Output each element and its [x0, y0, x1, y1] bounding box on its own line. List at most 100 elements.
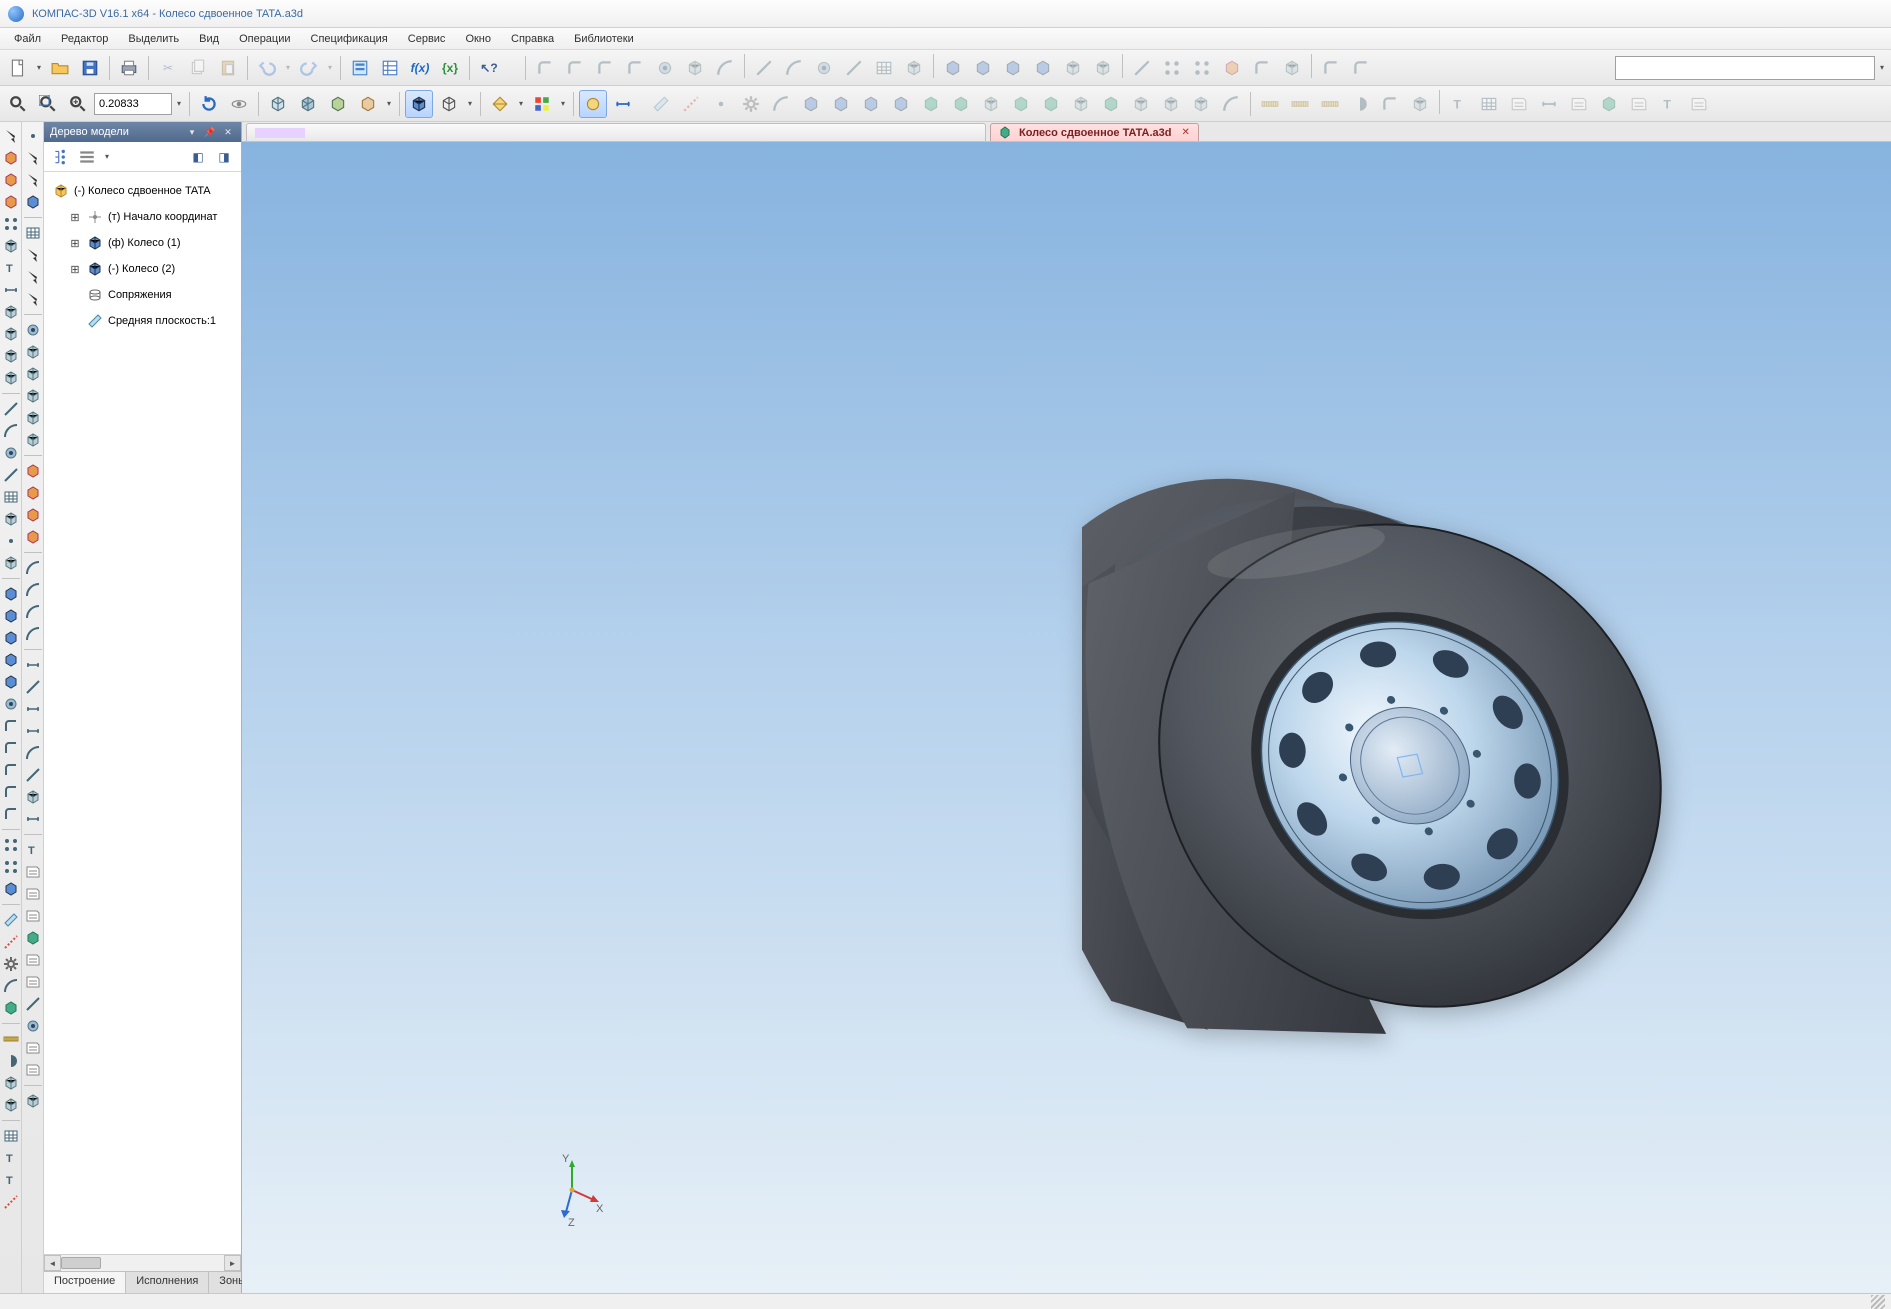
tree-item[interactable]: ⊞(-) Колесо (2) [44, 256, 241, 282]
point-button[interactable] [707, 90, 735, 118]
filter-edge-button[interactable] [23, 148, 43, 168]
print-button[interactable] [115, 54, 143, 82]
hole-wizard-button[interactable] [23, 320, 43, 340]
bom-button[interactable] [23, 1060, 43, 1080]
sketch-button[interactable] [1, 236, 21, 256]
surface-extrude-button[interactable] [797, 90, 825, 118]
chamfer-button[interactable] [1, 738, 21, 758]
rotate-button[interactable] [195, 90, 223, 118]
angular-dim-button[interactable] [23, 699, 43, 719]
shell2-button[interactable] [1248, 54, 1276, 82]
shaded-edges-button[interactable] [405, 90, 433, 118]
scroll-thumb[interactable] [61, 1257, 101, 1269]
draft-button[interactable] [591, 54, 619, 82]
deform-button[interactable] [23, 505, 43, 525]
surface-button[interactable] [1, 998, 21, 1018]
panel-tab-exec[interactable]: Исполнения [126, 1272, 209, 1293]
sweep-button[interactable] [999, 54, 1027, 82]
axis3d-button[interactable] [1, 932, 21, 952]
tree-mode-dropdown[interactable]: ▾ [102, 152, 112, 161]
shell-button[interactable] [561, 54, 589, 82]
lip-groove-button[interactable] [23, 364, 43, 384]
snap-hook-button[interactable] [23, 408, 43, 428]
draft-button[interactable] [1, 804, 21, 824]
fillet-button[interactable] [1317, 54, 1345, 82]
save-button[interactable] [76, 54, 104, 82]
model-tree[interactable]: (-) Колесо сдвоенное TATA ⊞(т) Начало ко… [44, 172, 241, 1254]
zoom-fit-button[interactable] [34, 90, 62, 118]
offset-button[interactable] [1037, 90, 1065, 118]
properties-button[interactable] [346, 54, 374, 82]
zoom-value-input[interactable] [94, 93, 172, 115]
section-button[interactable] [1, 1051, 21, 1071]
thicken-surf-button[interactable] [1067, 90, 1095, 118]
extrude-button[interactable] [939, 54, 967, 82]
rib-button[interactable] [621, 54, 649, 82]
pattern-linear-button[interactable] [1128, 54, 1156, 82]
spec-button[interactable] [376, 54, 404, 82]
sweep-button[interactable] [1, 650, 21, 670]
plane-button[interactable] [1, 910, 21, 930]
smart-dim-button[interactable] [23, 655, 43, 675]
hide-button[interactable] [1, 324, 21, 344]
open-button[interactable] [46, 54, 74, 82]
circle-button[interactable] [1, 443, 21, 463]
surface-sweep-button[interactable] [857, 90, 885, 118]
zoom-window-button[interactable] [4, 90, 32, 118]
datum2-button[interactable] [23, 884, 43, 904]
move-face-button[interactable] [711, 54, 739, 82]
undo-button[interactable] [253, 54, 281, 82]
menu-view[interactable]: Вид [189, 31, 229, 47]
menu-edit[interactable]: Редактор [51, 31, 118, 47]
datum-button[interactable] [1565, 90, 1593, 118]
tree-twist-icon[interactable]: ⊞ [68, 211, 82, 224]
ordinate-button[interactable] [23, 809, 43, 829]
menu-spec[interactable]: Спецификация [301, 31, 398, 47]
curvature-button[interactable] [1406, 90, 1434, 118]
tree-twist-icon[interactable]: ⊞ [68, 263, 82, 276]
menu-select[interactable]: Выделить [118, 31, 189, 47]
measure-button[interactable] [1256, 90, 1284, 118]
scroll-right-icon[interactable]: ► [224, 1255, 241, 1271]
cut-button[interactable]: ✂ [154, 54, 182, 82]
curve-button[interactable] [767, 90, 795, 118]
tree-root[interactable]: (-) Колесо сдвоенное TATA [44, 178, 241, 204]
table-button[interactable] [1475, 90, 1503, 118]
note2-button[interactable]: T [23, 840, 43, 860]
exploded-button[interactable] [1, 1073, 21, 1093]
radial-dim-button[interactable] [23, 721, 43, 741]
plane-button[interactable] [647, 90, 675, 118]
measure-button[interactable] [1, 1029, 21, 1049]
section-dropdown[interactable]: ▾ [516, 99, 526, 108]
document-tab-active[interactable]: Колесо сдвоенное TATA.a3d ✕ [990, 123, 1199, 141]
tree-item[interactable]: ⊞(т) Начало координат [44, 204, 241, 230]
rect-button[interactable] [1, 487, 21, 507]
fillet-button[interactable] [1, 716, 21, 736]
boolean-button[interactable] [1, 879, 21, 899]
surface-finish-button[interactable] [1595, 90, 1623, 118]
baseline-button[interactable] [23, 765, 43, 785]
trim-button[interactable] [947, 90, 975, 118]
planar-button[interactable] [1127, 90, 1155, 118]
view-break-button[interactable] [23, 1091, 43, 1111]
section-view-button[interactable] [486, 90, 514, 118]
dimension-display-button[interactable] [609, 90, 637, 118]
menu-ops[interactable]: Операции [229, 31, 300, 47]
interference-button[interactable] [1316, 90, 1344, 118]
color-button[interactable] [1, 368, 21, 388]
redo-button[interactable] [295, 54, 323, 82]
loft-button[interactable] [1029, 54, 1057, 82]
search-dropdown[interactable]: ▾ [1877, 63, 1887, 72]
thicken-button[interactable] [1089, 54, 1117, 82]
csys3d-button[interactable] [1, 954, 21, 974]
shell-button[interactable] [1, 760, 21, 780]
center-mark-button[interactable] [23, 972, 43, 992]
boundary-button[interactable] [1059, 54, 1087, 82]
menu-file[interactable]: Файл [4, 31, 51, 47]
constraint-button[interactable] [1, 302, 21, 322]
mass-button[interactable] [1286, 90, 1314, 118]
revolve-button[interactable] [1, 628, 21, 648]
select-loop-button[interactable] [23, 289, 43, 309]
rib-button[interactable] [1, 782, 21, 802]
render-button[interactable] [1, 1095, 21, 1115]
